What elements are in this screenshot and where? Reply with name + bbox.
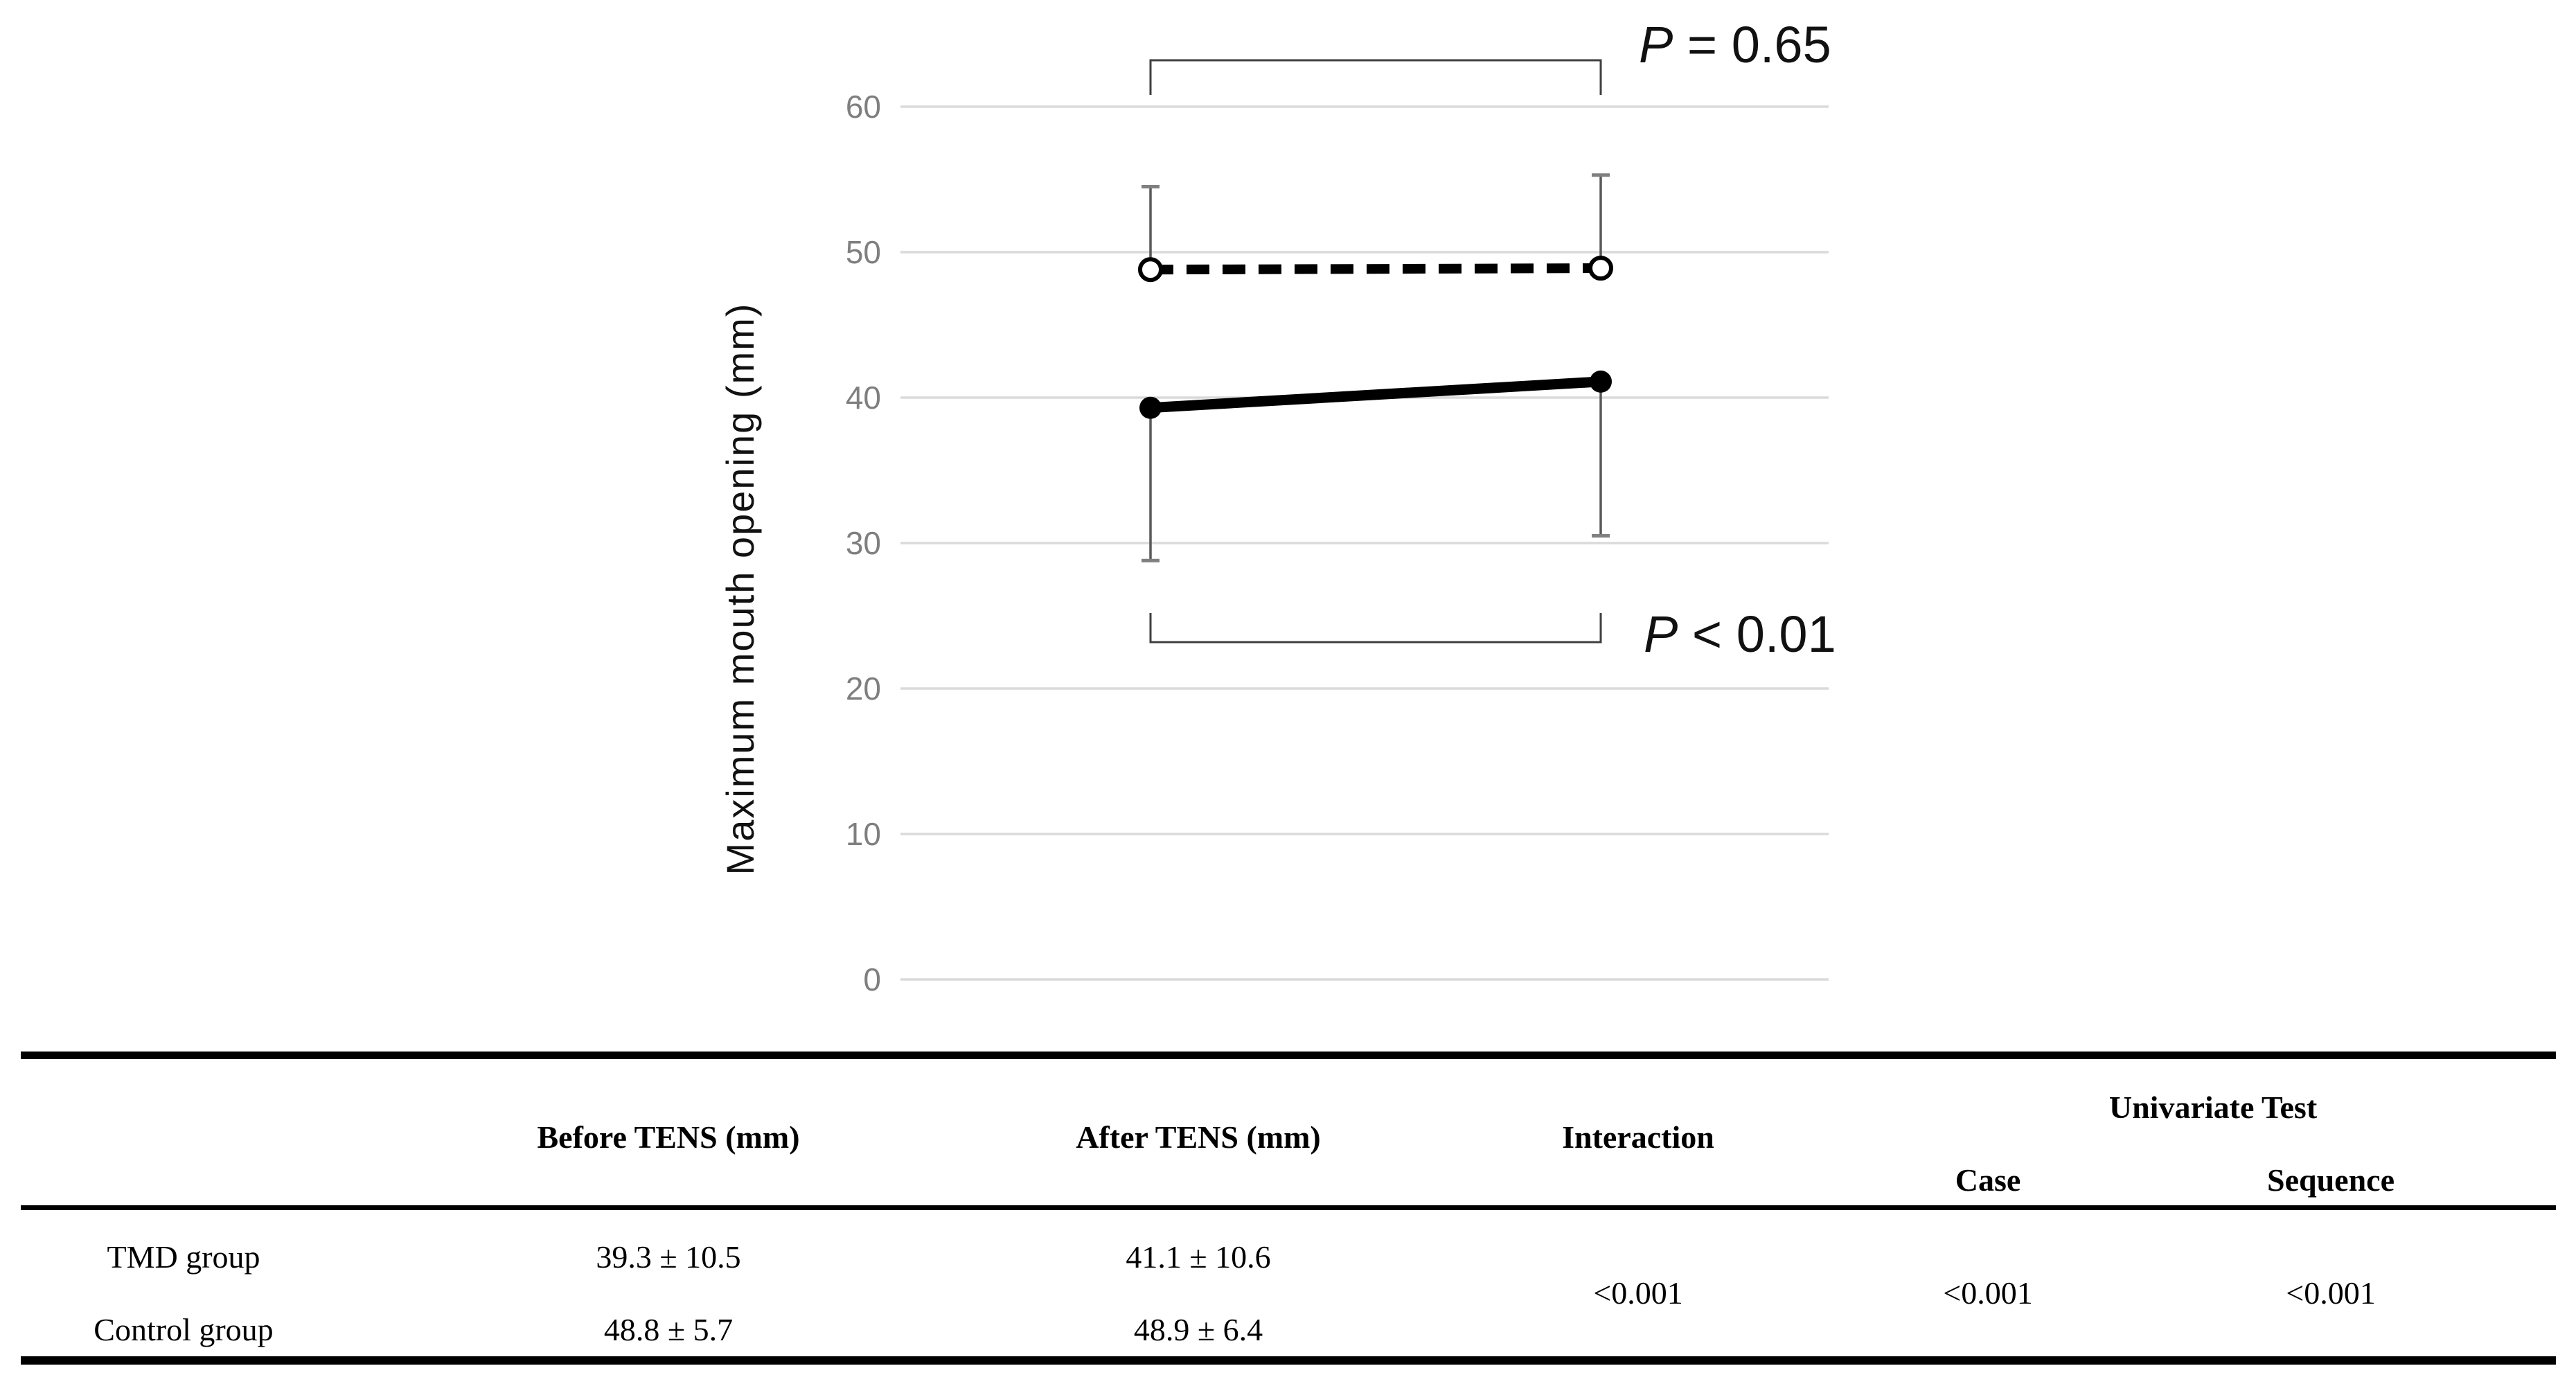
control-before-value: 48.8 ± 5.7 [603, 1312, 734, 1347]
header-case: Case [1870, 1145, 2106, 1210]
significance-bracket [1149, 59, 1602, 95]
header-interaction: Interaction [1406, 1055, 1870, 1210]
row-label-control: Control group [94, 1312, 274, 1347]
control-after-value: 48.9 ± 6.4 [1133, 1312, 1263, 1347]
y-tick-label-40: 40 [846, 380, 881, 416]
data-point-open-circle [1588, 256, 1613, 281]
y-axis-title: Maximum mouth opening (mm) [718, 303, 762, 876]
case-p-value: <0.001 [1943, 1275, 2033, 1311]
table-row-tmd-group: TMD group 39.3 ± 10.5 41.1 ± 10.6 <0.001… [21, 1208, 2556, 1311]
significance-bracket [1149, 613, 1602, 644]
interaction-p-value: <0.001 [1593, 1275, 1683, 1311]
y-tick-label-60: 60 [846, 89, 881, 125]
series-line-solid [1150, 376, 1601, 414]
data-point-open-circle [1138, 257, 1163, 283]
table-header-row-1: Before TENS (mm) After TENS (mm) Interac… [21, 1055, 2556, 1210]
y-tick-label-10: 10 [846, 816, 881, 852]
table-header-row-2: Case Sequence [21, 1145, 2556, 1210]
table-row-control-group: Control group 48.8 ± 5.7 48.9 ± 6.4 [21, 1284, 2556, 1360]
corner-cell [21, 1055, 346, 1210]
y-tick-label-30: 30 [846, 525, 881, 561]
y-tick-label-0: 0 [863, 961, 881, 997]
row-label-tmd: TMD group [107, 1239, 260, 1275]
sequence-p-value: <0.001 [2286, 1275, 2376, 1311]
header-sequence: Sequence [2106, 1145, 2556, 1210]
tmd-before-value: 39.3 ± 10.5 [596, 1239, 741, 1275]
data-point-filled-circle [1590, 370, 1612, 393]
header-after-tens: After TENS (mm) [991, 1055, 1406, 1210]
data-point-filled-circle [1139, 396, 1162, 419]
tmd-after-value: 41.1 ± 10.6 [1126, 1239, 1271, 1275]
y-tick-label-50: 50 [846, 234, 881, 270]
line-chart: 0 10 20 30 40 50 60 Maximum mouth opening (mm) P… [718, 16, 1836, 997]
p-value-annotation: P = 0.65 [1639, 16, 1831, 73]
results-table: Before TENS (mm) After TENS (mm) Interac… [21, 1052, 2556, 1365]
p-value-annotation: P < 0.01 [1644, 605, 1836, 663]
header-univariate-test: Univariate Test [2108, 1089, 2318, 1125]
y-tick-label-20: 20 [846, 671, 881, 707]
header-before-tens: Before TENS (mm) [346, 1055, 991, 1210]
series-line-dashed [1150, 263, 1601, 275]
